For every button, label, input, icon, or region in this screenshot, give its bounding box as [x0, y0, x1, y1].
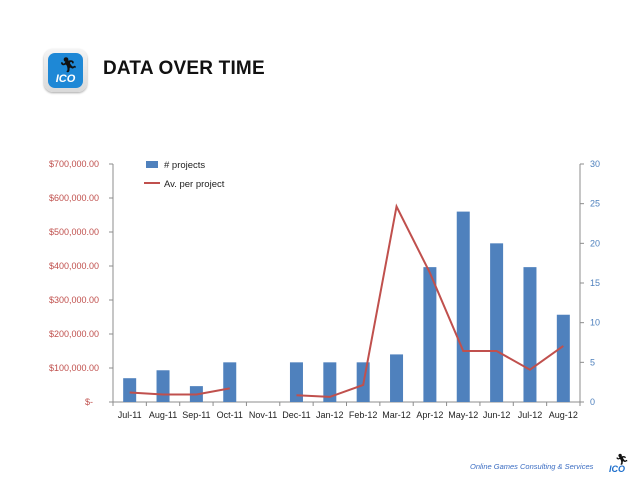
series-line: [296, 203, 564, 398]
bar: [523, 267, 537, 402]
bar: [490, 243, 504, 402]
bar: [323, 362, 337, 402]
left-tick-label: $600,000.00: [49, 193, 99, 203]
x-tick-label: Jul-11: [118, 410, 142, 420]
bar: [156, 370, 170, 402]
left-tick-label: $500,000.00: [49, 227, 99, 237]
right-tick-label: 20: [590, 238, 600, 248]
page-title: DATA OVER TIME: [103, 58, 265, 79]
bar: [390, 354, 404, 402]
bar: [556, 314, 570, 402]
right-tick-label: 25: [590, 199, 600, 209]
bar: [423, 267, 437, 402]
footer-logo: 🏃︎ ICO: [608, 454, 632, 475]
x-tick-label: May-12: [448, 410, 478, 420]
legend-label-bars: # projects: [164, 160, 205, 171]
left-tick-label: $100,000.00: [49, 363, 99, 373]
right-tick-label: 0: [590, 397, 595, 407]
bar: [123, 378, 137, 402]
footer-runner-icon: 🏃︎: [615, 454, 629, 466]
x-tick-label: Dec-11: [282, 410, 310, 420]
left-tick-label: $700,000.00: [49, 159, 99, 169]
bar: [223, 362, 237, 402]
right-tick-label: 10: [590, 318, 600, 328]
series-line: [129, 387, 230, 396]
logo-badge: 🏃︎ ICO: [48, 53, 83, 88]
footer-text: Online Games Consulting & Services: [470, 462, 594, 471]
x-tick-label: Aug-12: [549, 410, 578, 420]
x-tick-label: Jul-12: [518, 410, 543, 420]
logo-text: ICO: [55, 73, 76, 85]
bar: [289, 362, 303, 402]
left-tick-label: $400,000.00: [49, 261, 99, 271]
x-tick-label: Mar-12: [382, 410, 411, 420]
legend-label-line: Av. per project: [164, 179, 225, 190]
right-tick-label: 15: [590, 278, 600, 288]
runner-icon: 🏃︎: [59, 57, 79, 74]
left-tick-label: $200,000.00: [49, 329, 99, 339]
x-tick-label: Nov-11: [249, 410, 277, 420]
x-tick-label: Aug-11: [149, 410, 177, 420]
x-tick-label: Apr-12: [416, 410, 443, 420]
legend-swatch-bars: [146, 161, 158, 168]
x-tick-label: Sep-11: [182, 410, 210, 420]
x-tick-label: Feb-12: [349, 410, 378, 420]
bar: [456, 211, 470, 402]
left-tick-label: $300,000.00: [49, 295, 99, 305]
x-tick-label: Oct-11: [217, 410, 243, 420]
right-tick-label: 5: [590, 357, 595, 367]
ico-logo: 🏃︎ ICO: [44, 49, 87, 92]
x-tick-label: Jan-12: [316, 410, 344, 420]
footer-logo-text: ICO: [609, 464, 626, 474]
x-tick-label: Jun-12: [483, 410, 511, 420]
left-tick-label: $-: [85, 397, 93, 407]
right-tick-label: 30: [590, 159, 600, 169]
